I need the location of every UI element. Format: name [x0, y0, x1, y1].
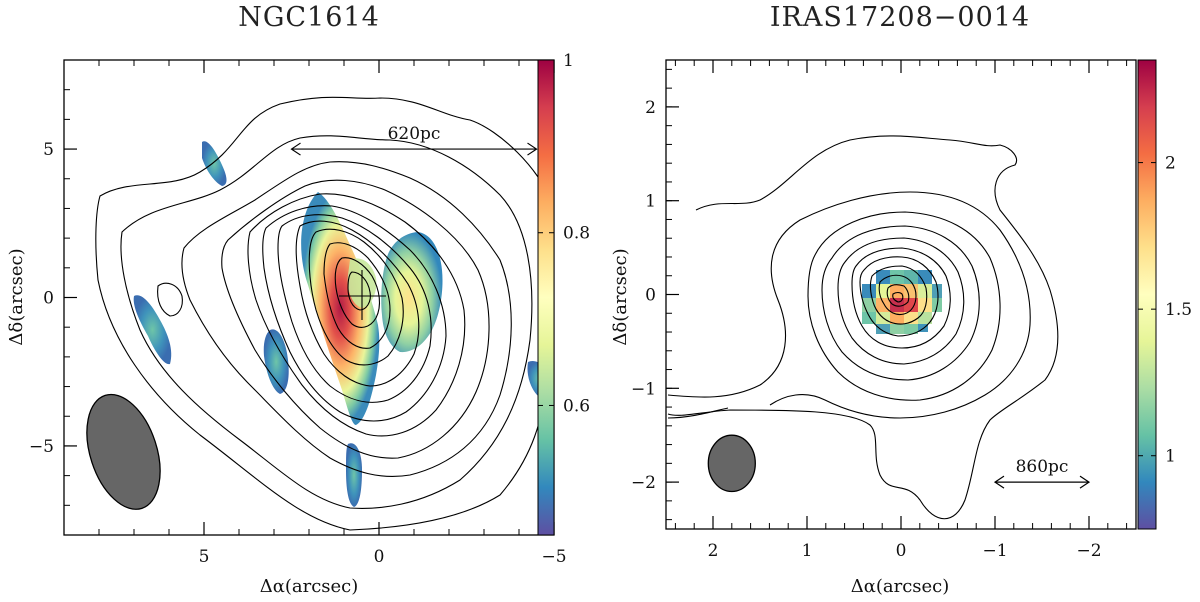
- panel-ngc1614: NGC1614: [6, 2, 590, 597]
- x-tick-label: 5: [199, 547, 210, 567]
- colormap-layer: [667, 135, 1059, 520]
- x-tick-label: 2: [708, 541, 719, 561]
- tick-labels: 5 0 −5 5 0 −5: [29, 140, 567, 567]
- colorbar-ticks: 0.6 0.8 1: [538, 51, 590, 416]
- scale-bar-label: 620pc: [388, 124, 441, 144]
- y-tick-label: 0: [43, 289, 54, 309]
- beam-ellipse: [86, 393, 161, 510]
- colorbar-tick-label: 0.6: [563, 396, 590, 416]
- emission-patch: [263, 329, 289, 394]
- colorbar-tick-label: 1.5: [1165, 300, 1192, 320]
- contour-group: [667, 135, 1059, 520]
- x-tick-label: −1: [982, 541, 1007, 561]
- x-tick-label: 1: [802, 541, 813, 561]
- panel-title: NGC1614: [238, 2, 380, 33]
- x-tick-label: 0: [896, 541, 907, 561]
- colorbar-tick-label: 1: [1165, 447, 1176, 467]
- y-axis-label: Δδ(arcsec): [610, 248, 631, 345]
- y-axis-label: Δδ(arcsec): [6, 248, 27, 345]
- x-tick-label: −5: [541, 547, 566, 567]
- panel-iras17208: IRAS17208−0014: [610, 2, 1192, 597]
- colorbar-tick-label: 2: [1165, 154, 1176, 174]
- y-tick-label: 1: [645, 192, 656, 212]
- scale-bar-label: 860pc: [1016, 457, 1069, 477]
- emission-patch: [133, 295, 172, 365]
- scale-bar: 620pc: [290, 124, 538, 156]
- y-tick-label: 5: [43, 140, 54, 160]
- tick-marks: [666, 60, 1128, 529]
- y-tick-label: −5: [29, 437, 54, 457]
- x-axis-label: Δα(arcsec): [260, 576, 359, 597]
- colormap-layer: [95, 96, 553, 531]
- panel-title: IRAS17208−0014: [770, 2, 1030, 33]
- emission-patch: [202, 141, 227, 186]
- tick-labels: 2 1 0 −1 −2 2 1 0 −1 −2: [631, 98, 1102, 561]
- colorbar: [1137, 59, 1157, 530]
- emission-patch: [346, 443, 362, 507]
- x-axis-label: Δα(arcsec): [851, 576, 950, 597]
- emission-blob-main: [301, 192, 380, 425]
- x-tick-label: −2: [1076, 541, 1101, 561]
- y-tick-label: 2: [645, 98, 656, 118]
- colorbar: [537, 59, 555, 536]
- x-tick-label: 0: [374, 547, 385, 567]
- contour-group: [95, 96, 553, 531]
- scale-bar: 860pc: [993, 457, 1091, 489]
- colorbar-tick-label: 1: [563, 51, 574, 71]
- y-tick-label: 0: [645, 286, 656, 306]
- y-tick-label: −2: [631, 473, 656, 493]
- colorbar-tick-label: 0.8: [563, 224, 590, 244]
- beam-ellipse: [707, 434, 756, 493]
- colorbar-ticks: 11.52: [1138, 154, 1192, 467]
- y-tick-label: −1: [631, 379, 656, 399]
